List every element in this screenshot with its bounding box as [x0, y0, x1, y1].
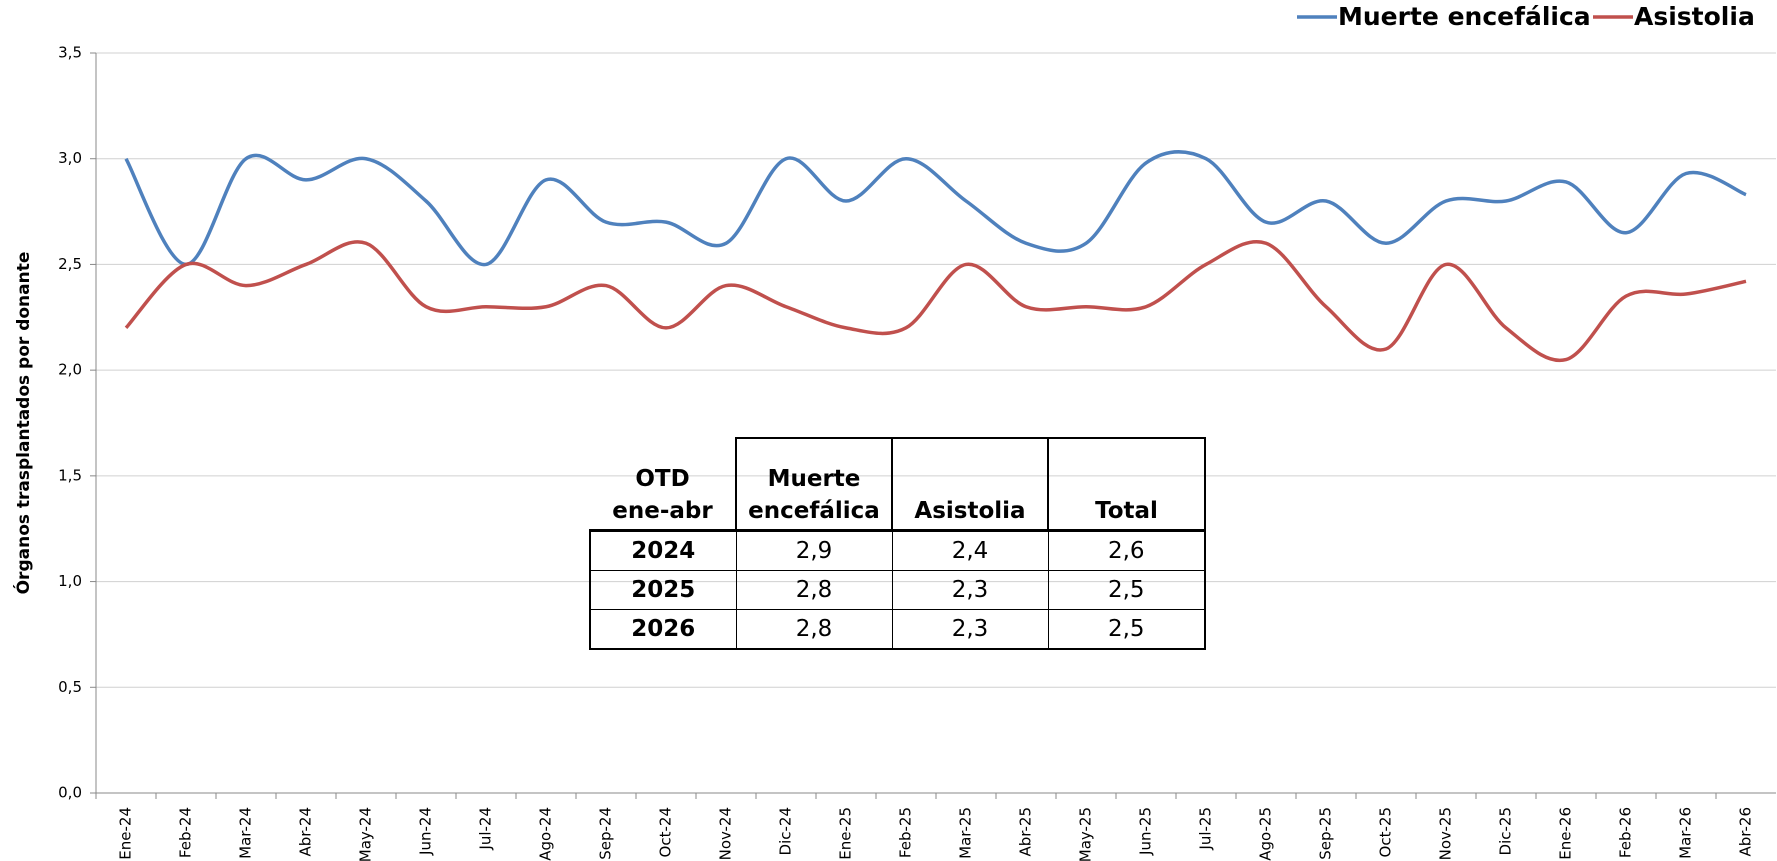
- header-text: OTD: [635, 466, 690, 492]
- y-tick-label: 0,5: [58, 678, 82, 696]
- table-cell: 2025: [589, 570, 737, 610]
- summary-table: OTD ene-abr Muerte encefálica Asistolia Total…: [589, 437, 1206, 650]
- x-tick-label: Feb-24: [177, 807, 195, 858]
- x-tick-label: Jul-24: [477, 807, 495, 851]
- x-tick-label: Abr-25: [1017, 807, 1035, 857]
- line: [124, 150, 1747, 267]
- y-tick-label: 0,0: [58, 784, 82, 802]
- header-text: encefálica: [748, 498, 880, 524]
- table-cell: 2,5: [1047, 570, 1206, 610]
- table-cell: 2,8: [735, 570, 893, 610]
- x-tick-label: Oct-25: [1377, 807, 1395, 857]
- y-axis-label: Órganos trasplantados por donante: [12, 252, 34, 595]
- x-tick-label: Mar-24: [237, 807, 255, 859]
- header-cell: OTD ene-abr: [590, 438, 737, 532]
- header-text: ene-abr: [612, 498, 713, 524]
- x-tick-label: Sep-24: [597, 807, 615, 860]
- x-tick-label: Jun-25: [1137, 807, 1155, 856]
- x-tick-label: Nov-24: [717, 807, 735, 860]
- x-tick-label: Oct-24: [657, 807, 675, 857]
- x-tick-label: Feb-25: [897, 807, 915, 858]
- x-tick-label: Feb-26: [1617, 807, 1635, 858]
- x-tick-label: Ago-25: [1257, 807, 1275, 861]
- x-tick-label: Ago-24: [537, 807, 555, 861]
- x-tick-label: Mar-26: [1677, 807, 1695, 859]
- line: [124, 240, 1747, 363]
- legend-label: Asistolia: [1634, 2, 1755, 31]
- x-tick-label: Nov-25: [1437, 807, 1455, 860]
- x-tick-label: Ene-26: [1557, 807, 1575, 860]
- y-tick-label: 2,5: [58, 255, 82, 273]
- y-tick-label: 2,0: [58, 361, 82, 379]
- table-row: 2026 2,8 2,3 2,5: [589, 609, 1206, 650]
- table-cell: 2024: [589, 530, 737, 571]
- table-cell: 2,3: [891, 570, 1049, 610]
- x-tick-label: Ene-25: [837, 807, 855, 860]
- table-row: 2024 2,9 2,4 2,6: [589, 530, 1206, 571]
- table-header-row: OTD ene-abr Muerte encefálica Asistolia Total: [590, 437, 1206, 532]
- x-tick-label: Mar-25: [957, 807, 975, 859]
- y-tick-label: 1,0: [58, 572, 82, 590]
- x-tick-label: Jun-24: [417, 807, 435, 856]
- table-cell: 2,3: [891, 609, 1049, 650]
- table-row: 2025 2,8 2,3 2,5: [589, 570, 1206, 610]
- header-text: Muerte: [767, 466, 861, 492]
- y-tick-label: 1,5: [58, 466, 82, 484]
- y-tick-label: 3,5: [58, 44, 82, 62]
- table-cell: 2,9: [735, 530, 893, 571]
- x-tick-label: May-25: [1077, 807, 1095, 861]
- legend-label: Muerte encefálica: [1338, 2, 1591, 31]
- x-tick-label: Jul-25: [1197, 807, 1215, 851]
- header-text: Asistolia: [914, 498, 1026, 524]
- header-cell: Muerte encefálica: [735, 437, 893, 532]
- y-tick-label: 3,0: [58, 149, 82, 167]
- table-cell: 2,8: [735, 609, 893, 650]
- header-cell: Total: [1047, 437, 1206, 532]
- x-tick-label: Dic-25: [1497, 807, 1515, 855]
- header-text: Total: [1095, 498, 1158, 524]
- header-cell: Asistolia: [891, 437, 1049, 532]
- table-cell: 2,6: [1047, 530, 1206, 571]
- x-tick-label: Ene-24: [117, 807, 135, 860]
- x-tick-label: Dic-24: [777, 807, 795, 855]
- table-cell: 2026: [589, 609, 737, 650]
- x-tick-label: May-24: [357, 807, 375, 861]
- table-cell: 2,5: [1047, 609, 1206, 650]
- table-cell: 2,4: [891, 530, 1049, 571]
- x-tick-label: Abr-26: [1737, 807, 1755, 857]
- x-tick-label: Abr-24: [297, 807, 315, 857]
- x-tick-label: Sep-25: [1317, 807, 1335, 860]
